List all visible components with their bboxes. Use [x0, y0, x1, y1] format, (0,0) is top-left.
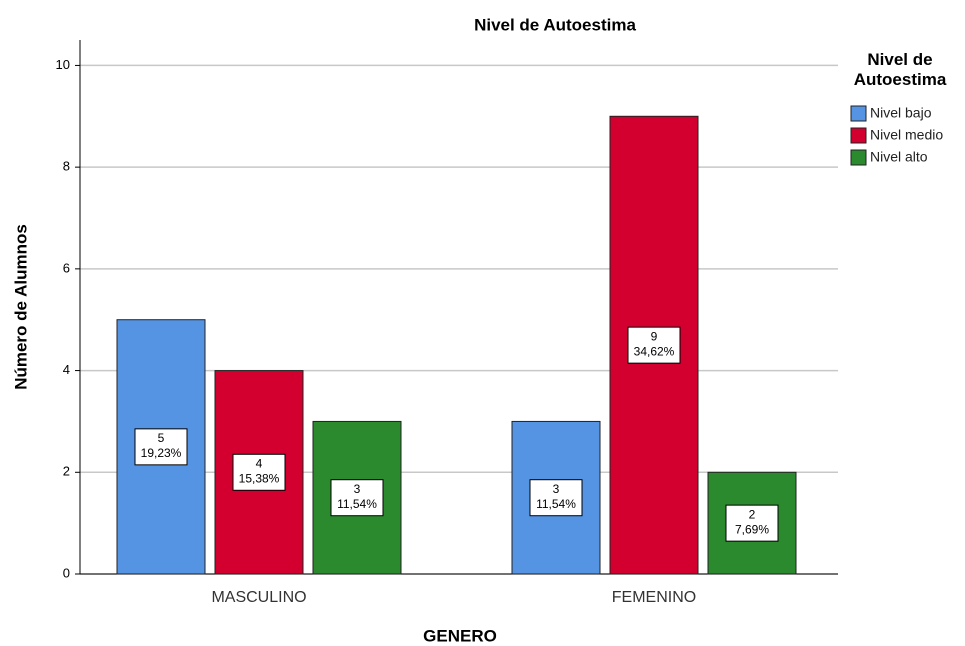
y-tick-label: 10 [56, 57, 70, 72]
data-label-percent: 11,54% [337, 497, 377, 511]
y-tick-label: 8 [63, 159, 70, 174]
data-label-percent: 11,54% [536, 497, 576, 511]
data-label-box [232, 453, 286, 491]
y-tick-label: 6 [63, 260, 70, 275]
legend-swatch [850, 105, 867, 122]
legend-label: Nivel alto [870, 149, 928, 165]
x-tick-label: FEMENINO [612, 589, 696, 606]
legend-swatch [850, 149, 867, 166]
legend-label: Nivel bajo [870, 105, 932, 121]
data-label: 5 [158, 431, 165, 445]
data-label: 3 [354, 482, 361, 496]
data-label-box [330, 479, 384, 517]
legend-title: Nivel de Autoestima [853, 50, 947, 89]
x-tick-label: MASCULINO [211, 589, 306, 606]
data-label-percent: 7,69% [735, 522, 769, 536]
y-tick-label: 4 [63, 362, 70, 377]
data-label-box [725, 504, 779, 542]
x-axis-label: GENERO [423, 626, 497, 645]
y-tick-label: 0 [63, 565, 70, 580]
data-label-percent: 34,62% [634, 344, 675, 358]
data-label-box [627, 326, 681, 364]
legend-label: Nivel medio [870, 127, 943, 143]
data-label-box [134, 428, 188, 466]
legend-swatch [850, 127, 867, 144]
data-label: 4 [256, 456, 263, 470]
data-label-percent: 19,23% [141, 446, 182, 460]
data-label: 9 [651, 329, 658, 343]
data-label-box [529, 479, 583, 517]
data-label-percent: 15,38% [239, 471, 280, 485]
chart-title: Nivel de Autoestima [474, 15, 636, 34]
data-label: 3 [553, 482, 560, 496]
y-tick-label: 2 [63, 464, 70, 479]
data-label: 2 [749, 507, 756, 521]
y-axis-label: Número de Alumnos [11, 224, 30, 390]
